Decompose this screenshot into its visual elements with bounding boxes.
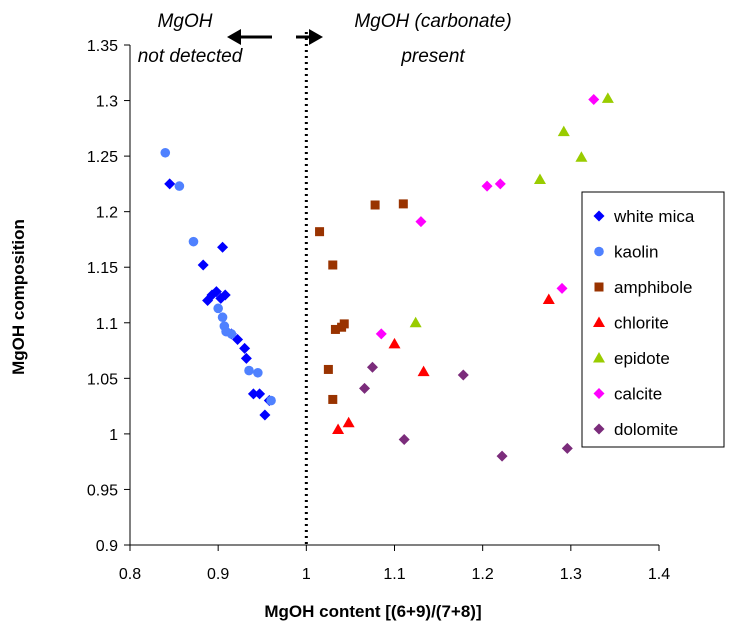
annotation-left-line1: MgOH xyxy=(158,11,213,32)
data-point-chlorite xyxy=(342,416,355,428)
x-tick-label: 1.2 xyxy=(472,566,494,583)
legend-label-calcite: calcite xyxy=(614,385,662,404)
data-point-white-mica xyxy=(239,342,251,354)
data-point-white-mica xyxy=(210,286,222,298)
data-point-dolomite xyxy=(496,450,508,462)
data-point-white-mica xyxy=(254,388,266,400)
legend-label-chlorite: chlorite xyxy=(614,314,669,333)
data-point-white-mica xyxy=(240,352,252,364)
x-tick-label: 0.9 xyxy=(207,566,229,583)
data-point-white-mica xyxy=(247,388,259,400)
data-point-amphibole xyxy=(398,199,408,209)
legend-marker-kaolin xyxy=(594,246,604,257)
legend-label-white-mica: white mica xyxy=(613,207,695,226)
x-axis-ticks: 0.8 0.9 1 1.1 1.2 1.3 1.4 xyxy=(119,545,670,583)
annotation-left-line2: not detected xyxy=(138,46,244,67)
data-point-white-mica xyxy=(197,259,209,271)
y-tick-label: 1.2 xyxy=(96,205,118,222)
data-point-kaolin xyxy=(188,236,199,247)
legend-marker-calcite xyxy=(593,388,605,399)
data-point-calcite xyxy=(556,282,568,294)
y-tick-label: 1.15 xyxy=(87,260,118,277)
x-tick-label: 1.1 xyxy=(383,566,405,583)
x-tick-label: 1.4 xyxy=(648,566,670,583)
data-point-amphibole xyxy=(370,200,380,210)
legend-marker-epidote xyxy=(593,352,605,363)
data-point-calcite xyxy=(415,216,427,228)
annotation-right-line2: present xyxy=(400,46,465,67)
data-point-kaolin xyxy=(160,147,171,158)
data-point-epidote xyxy=(409,316,422,328)
data-point-dolomite xyxy=(366,361,378,373)
legend-label-dolomite: dolomite xyxy=(614,420,678,439)
data-point-chlorite xyxy=(542,293,555,304)
legend-label-kaolin: kaolin xyxy=(614,243,658,262)
data-point-amphibole xyxy=(328,394,338,404)
y-tick-label: 0.9 xyxy=(96,538,118,555)
data-point-dolomite xyxy=(561,442,573,454)
plot-area xyxy=(129,32,659,546)
data-point-dolomite xyxy=(398,433,410,445)
data-point-calcite xyxy=(375,328,387,340)
data-point-kaolin xyxy=(266,395,276,406)
data-point-kaolin xyxy=(213,303,223,314)
data-point-white-mica xyxy=(259,409,271,421)
x-tick-label: 1.3 xyxy=(560,566,582,583)
data-point-amphibole xyxy=(315,227,325,237)
data-point-chlorite xyxy=(388,337,401,349)
data-point-calcite xyxy=(481,180,493,192)
data-point-amphibole xyxy=(323,364,333,374)
x-tick-label: 1 xyxy=(302,566,311,583)
legend-marker-chlorite xyxy=(593,316,605,327)
y-tick-label: 0.95 xyxy=(87,482,118,499)
legend-marker-white-mica xyxy=(593,210,605,222)
legend-marker-amphibole xyxy=(594,282,604,292)
y-tick-label: 1.05 xyxy=(87,371,118,388)
y-tick-label: 1.35 xyxy=(87,38,118,55)
y-tick-label: 1.25 xyxy=(87,149,118,166)
data-point-amphibole xyxy=(339,319,349,329)
data-point-kaolin xyxy=(253,367,263,378)
legend-label-amphibole: amphibole xyxy=(614,278,692,297)
legend-label-epidote: epidote xyxy=(614,349,670,368)
legend-marker-dolomite xyxy=(593,423,605,435)
x-axis-title: MgOH content [(6+9)/(7+8)] xyxy=(264,602,481,621)
y-tick-label: 1 xyxy=(109,427,118,444)
data-point-kaolin xyxy=(226,329,237,339)
data-point-kaolin xyxy=(217,312,228,323)
data-point-dolomite xyxy=(359,382,371,394)
y-tick-label: 1.3 xyxy=(96,94,118,111)
data-point-white-mica xyxy=(217,241,229,253)
legend-box xyxy=(581,191,725,448)
y-axis-title: MgOH composition xyxy=(9,219,28,375)
y-axis-ticks: 0.9 0.95 1 1.05 1.1 1.15 1.2 1.25 1.3 1.35 xyxy=(87,38,130,555)
data-points xyxy=(160,92,614,462)
data-point-dolomite xyxy=(457,369,469,381)
data-point-calcite xyxy=(494,178,506,190)
data-point-calcite xyxy=(588,93,600,105)
data-point-amphibole xyxy=(330,324,340,334)
data-point-chlorite xyxy=(332,423,345,434)
arrow-right xyxy=(296,29,323,45)
data-point-white-mica xyxy=(164,178,176,190)
data-point-epidote xyxy=(533,173,546,184)
data-point-kaolin xyxy=(244,365,254,376)
y-tick-label: 1.1 xyxy=(96,316,118,333)
data-point-amphibole xyxy=(328,260,338,270)
annotation-right-line1: MgOH (carbonate) xyxy=(354,11,511,32)
data-point-chlorite xyxy=(417,365,430,377)
data-point-epidote xyxy=(575,151,588,162)
arrow-left xyxy=(227,29,272,45)
data-point-white-mica xyxy=(219,289,231,301)
legend: white mica kaolin amphibole chlorite epidote… xyxy=(581,191,725,448)
data-point-epidote xyxy=(557,125,570,137)
x-tick-label: 0.8 xyxy=(119,566,141,583)
data-point-kaolin xyxy=(174,181,185,191)
data-point-epidote xyxy=(601,92,614,103)
